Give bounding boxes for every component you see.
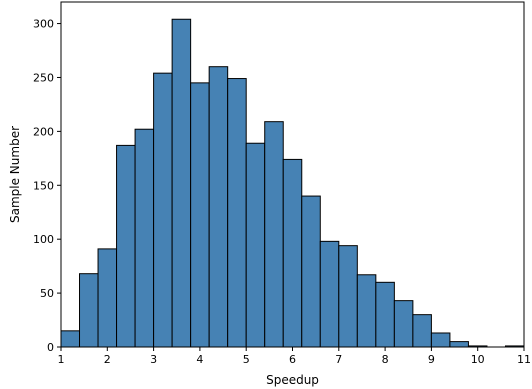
y-axis: 0 50 100 150 200 250 300 [33,18,61,354]
x-tick-label: 4 [196,353,203,366]
y-tick-label: 250 [33,71,54,84]
x-tick-label: 5 [243,353,250,366]
histogram-bar [245,142,266,348]
y-tick-label: 150 [33,179,54,192]
x-tick-label: 10 [471,353,485,366]
x-tick-label: 6 [289,353,296,366]
histogram-bar [190,82,210,348]
x-tick-label: 7 [335,353,342,366]
y-tick-label: 300 [33,18,54,31]
x-tick-label: 8 [382,353,389,366]
x-tick-label: 11 [517,353,531,366]
histogram-bar [227,78,247,348]
histogram-bar [430,332,451,348]
y-axis-label: Sample Number [8,126,22,223]
x-tick-label: 9 [428,353,435,366]
histogram-bar [338,245,358,348]
x-axis-label: Speedup [266,373,319,387]
histogram-bar [282,158,303,348]
histogram-bar [264,121,284,348]
histogram-bar [79,273,99,348]
histogram-bar [375,281,395,348]
y-tick-label: 0 [47,341,54,354]
histogram-bar [171,18,192,348]
histogram-bar [301,195,321,348]
histogram-bar [449,341,469,348]
y-tick-label: 50 [40,287,54,300]
histogram-bar [319,240,340,348]
x-tick-label: 1 [58,353,65,366]
histogram-bar [60,330,81,348]
histogram-bar [134,128,155,348]
x-axis: 1 2 3 4 5 6 7 8 9 10 11 [58,347,531,366]
histogram-bar [97,248,118,348]
histogram-bars [60,18,525,348]
histogram-bar [412,314,432,348]
histogram-bar [356,274,377,348]
histogram-bar [208,66,229,348]
histogram-bar [153,72,173,348]
x-tick-label: 3 [150,353,157,366]
histogram-bar [393,300,414,348]
histogram-bar [116,144,136,348]
y-tick-label: 200 [33,125,54,138]
y-tick-label: 100 [33,233,54,246]
x-tick-label: 2 [104,353,111,366]
